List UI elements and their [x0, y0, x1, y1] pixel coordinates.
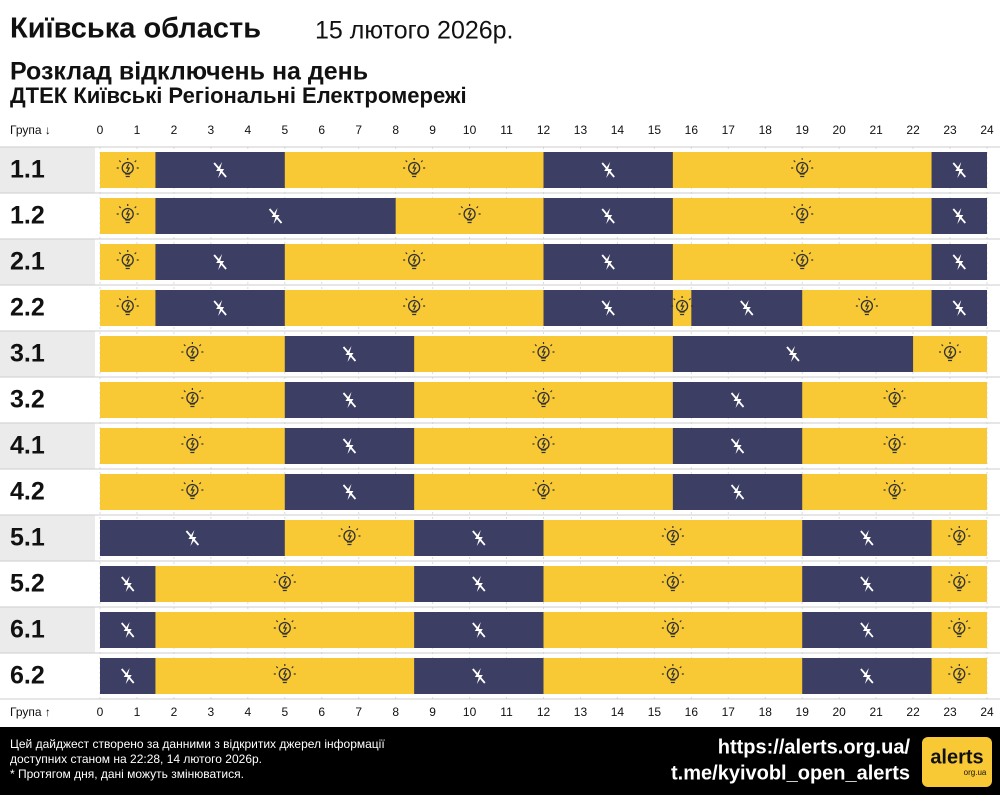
- x-tick-label: 4: [244, 123, 251, 137]
- x-tick-label: 16: [685, 123, 699, 137]
- x-tick-label: 13: [574, 123, 588, 137]
- x-tick-label: 24: [980, 705, 994, 719]
- x-tick-label: 23: [943, 123, 957, 137]
- x-tick-label: 15: [648, 123, 662, 137]
- group-label: 2.2: [10, 294, 45, 322]
- x-tick-label: 0: [97, 123, 104, 137]
- x-tick-label: 1: [134, 123, 141, 137]
- x-tick-label: 12: [537, 123, 551, 137]
- footer-bg: [0, 727, 1000, 795]
- x-tick-label: 24: [980, 123, 994, 137]
- x-tick-label: 9: [429, 123, 436, 137]
- x-tick-label: 20: [832, 705, 846, 719]
- row-bg: [0, 515, 95, 561]
- group-label: 3.2: [10, 386, 45, 414]
- x-tick-label: 3: [208, 123, 215, 137]
- region: Київська область: [10, 13, 261, 45]
- x-tick-label: 16: [685, 705, 699, 719]
- x-tick-label: 21: [869, 123, 883, 137]
- x-tick-label: 11: [500, 705, 513, 719]
- x-tick-label: 22: [906, 123, 920, 137]
- group-label: 4.2: [10, 478, 45, 506]
- x-tick-label: 5: [281, 705, 288, 719]
- x-tick-label: 5: [281, 123, 288, 137]
- group-label: 5.1: [10, 524, 45, 552]
- x-tick-label: 17: [722, 123, 736, 137]
- x-tick-label: 13: [574, 705, 588, 719]
- logo-sub: org.ua: [964, 768, 987, 777]
- x-tick-label: 14: [611, 123, 625, 137]
- group-label: 2.1: [10, 248, 45, 276]
- x-tick-label: 15: [648, 705, 662, 719]
- link[interactable]: t.me/kyivobl_open_alerts: [671, 762, 910, 784]
- x-tick-label: 17: [722, 705, 736, 719]
- x-tick-label: 2: [171, 705, 178, 719]
- group-label: 1.2: [10, 202, 45, 230]
- x-tick-label: 19: [796, 705, 810, 719]
- x-tick-label: 11: [500, 123, 513, 137]
- x-tick-label: 9: [429, 705, 436, 719]
- x-tick-label: 14: [611, 705, 625, 719]
- link[interactable]: https://alerts.org.ua/: [718, 736, 911, 758]
- x-tick-label: 22: [906, 705, 920, 719]
- date: 15 лютого 2026р.: [315, 17, 514, 45]
- x-tick-label: 7: [355, 123, 362, 137]
- footer-note: * Протягом дня, дані можуть змінюватися.: [10, 767, 244, 781]
- subtitle: ДТЕК Київські Регіональні Електромережі: [10, 83, 467, 108]
- x-tick-label: 10: [463, 123, 477, 137]
- row-bg: [0, 147, 95, 193]
- group-label: 1.1: [10, 156, 45, 184]
- x-tick-label: 8: [392, 123, 399, 137]
- row-bg: [0, 239, 95, 285]
- x-tick-label: 4: [244, 705, 251, 719]
- x-tick-label: 6: [318, 705, 325, 719]
- x-tick-label: 21: [869, 705, 883, 719]
- footer-note: доступних станом на 22:28, 14 лютого 202…: [10, 752, 262, 766]
- row-bg: [0, 331, 95, 377]
- group-label: 6.1: [10, 616, 45, 644]
- x-tick-label: 0: [97, 705, 104, 719]
- x-tick-label: 3: [208, 705, 215, 719]
- x-tick-label: 19: [796, 123, 810, 137]
- x-tick-label: 12: [537, 705, 551, 719]
- row-bg: [0, 423, 95, 469]
- group-label: 6.2: [10, 662, 45, 690]
- x-tick-label: 1: [134, 705, 141, 719]
- group-label: 3.1: [10, 340, 45, 368]
- x-tick-label: 18: [759, 705, 773, 719]
- x-tick-label: 8: [392, 705, 399, 719]
- group-label: 4.1: [10, 432, 45, 460]
- x-tick-label: 10: [463, 705, 477, 719]
- row-bg: [0, 607, 95, 653]
- x-tick-label: 23: [943, 705, 957, 719]
- x-tick-label: 2: [171, 123, 178, 137]
- logo: alerts: [930, 746, 983, 768]
- group-label: 5.2: [10, 570, 45, 598]
- x-tick-label: 6: [318, 123, 325, 137]
- title: Розклад відключень на день: [10, 58, 368, 86]
- x-tick-label: 20: [832, 123, 846, 137]
- footer-note: Цей дайджест створено за данними з відкр…: [10, 737, 385, 751]
- axis-label: Група ↑: [10, 705, 51, 719]
- x-tick-label: 7: [355, 705, 362, 719]
- logo-bg: [922, 737, 992, 787]
- x-tick-label: 18: [759, 123, 773, 137]
- axis-label: Група ↓: [10, 123, 51, 137]
